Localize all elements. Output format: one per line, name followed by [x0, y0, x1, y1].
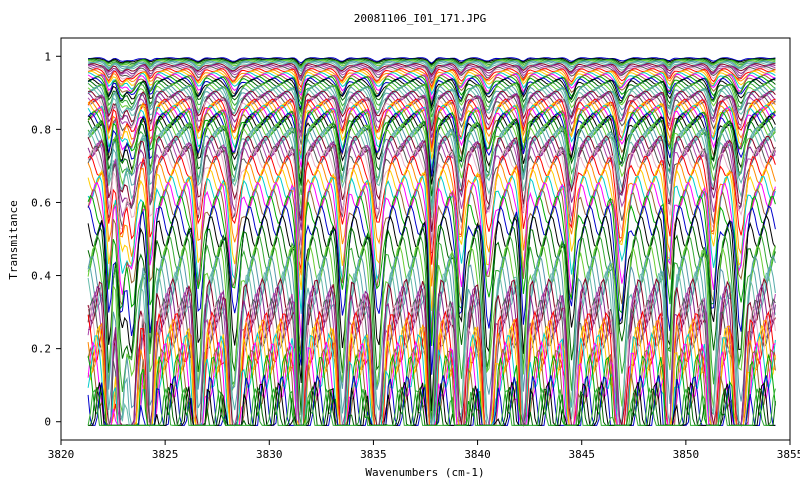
- y-tick-label: 0.8: [31, 123, 51, 136]
- x-tick-label: 3825: [152, 448, 179, 461]
- x-tick-label: 3855: [777, 448, 800, 461]
- y-tick-label: 0.6: [31, 196, 51, 209]
- spectrum-line: [87, 72, 776, 96]
- x-tick-label: 3845: [568, 448, 595, 461]
- y-tick-label: 0.4: [31, 270, 51, 283]
- y-axis-label: Transmitance: [7, 200, 20, 279]
- spectrum-line: [87, 154, 776, 270]
- spectrum-line: [87, 65, 776, 81]
- spectrum-line: [88, 131, 776, 219]
- x-axis: 3820 3825 3830 3835 3840 3845 3850 3855: [48, 440, 800, 461]
- y-tick-label: 0.2: [31, 343, 51, 356]
- spectrum-line: [87, 88, 776, 134]
- x-tick-label: 3830: [256, 448, 283, 461]
- x-tick-label: 3820: [48, 448, 75, 461]
- spectrum-line: [88, 80, 776, 113]
- plot-area: [87, 57, 776, 428]
- spectrum-line: [87, 204, 776, 375]
- x-axis-label: Wavenumbers (cm-1): [365, 466, 484, 479]
- chart-title: 20081106_I01_171.JPG: [354, 12, 486, 25]
- spectrum-line: [87, 112, 776, 183]
- spectrum-line: [88, 57, 776, 64]
- spectrum-line: [87, 59, 776, 70]
- y-tick-label: 0: [44, 416, 51, 429]
- x-tick-label: 3840: [464, 448, 491, 461]
- y-axis: 0 0.2 0.4 0.6 0.8 1: [31, 50, 61, 429]
- spectrum-line: [87, 161, 776, 287]
- spectrum-line: [87, 386, 776, 426]
- plot-frame: [60, 37, 791, 441]
- spectrum-line: [87, 62, 776, 75]
- x-tick-label: 3835: [360, 448, 387, 461]
- spectrum-line: [88, 61, 776, 73]
- y-tick-label: 1: [44, 50, 51, 63]
- x-tick-label: 3850: [673, 448, 700, 461]
